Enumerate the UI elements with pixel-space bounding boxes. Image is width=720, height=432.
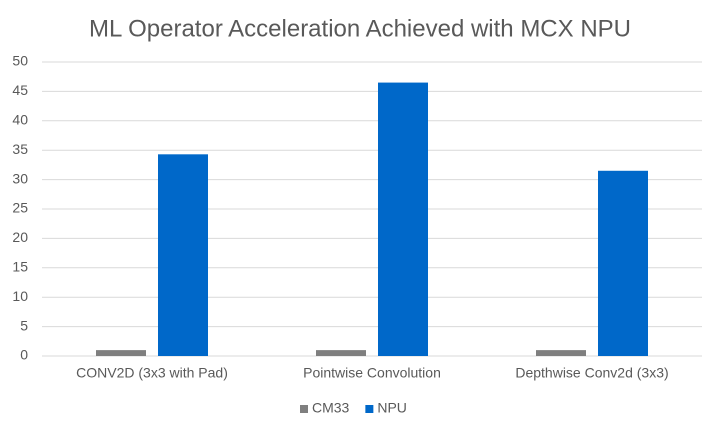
y-tick-label: 10 <box>12 288 28 304</box>
bar <box>598 170 648 356</box>
y-tick-label: 25 <box>12 200 28 216</box>
y-tick-label: 20 <box>12 229 28 245</box>
legend-label: NPU <box>377 400 407 416</box>
y-tick-label: 45 <box>12 82 28 98</box>
y-tick-label: 0 <box>20 347 28 363</box>
bar <box>158 154 208 356</box>
y-tick-label: 35 <box>12 141 28 157</box>
bar <box>316 350 366 356</box>
x-tick-label: Pointwise Convolution <box>303 365 441 381</box>
chart-title: ML Operator Acceleration Achieved with M… <box>89 15 631 42</box>
legend-label: CM33 <box>312 400 350 416</box>
y-tick-label: 30 <box>12 170 28 186</box>
y-tick-label: 50 <box>12 53 28 69</box>
bar <box>378 82 428 356</box>
y-tick-label: 40 <box>12 112 28 128</box>
y-tick-label: 5 <box>20 317 28 333</box>
bar <box>96 350 146 356</box>
x-tick-label: CONV2D (3x3 with Pad) <box>76 365 228 381</box>
bar <box>536 350 586 356</box>
y-tick-label: 15 <box>12 259 28 275</box>
legend-swatch <box>300 405 308 413</box>
legend-swatch <box>365 405 374 413</box>
x-tick-label: Depthwise Conv2d (3x3) <box>515 365 668 381</box>
